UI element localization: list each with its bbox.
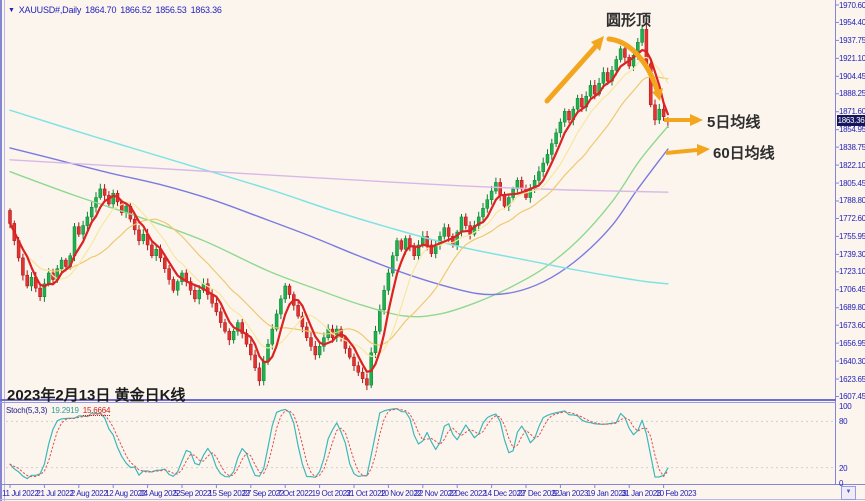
price-axis-label: 1871.60 <box>839 107 865 117</box>
date-axis-label: 19 Oct 2022 <box>311 489 352 498</box>
date-axis-label: 24 Aug 2022 <box>139 489 181 498</box>
date-axis-label: 19 Jan 2023 <box>586 489 627 498</box>
rounded-top-annotation[interactable]: 圆形顶 <box>606 12 652 29</box>
price-axis-label: 1640.30 <box>839 356 865 366</box>
left-frame-line-inner <box>4 0 5 501</box>
ohlc-close: 1863.36 <box>190 5 222 15</box>
ohlc-high: 1866.52 <box>120 5 152 15</box>
chart-header: ▼ XAUUSD#,Daily 1864.70 1866.52 1856.53 … <box>8 5 222 15</box>
price-axis-label: 1854.95 <box>839 125 865 135</box>
date-axis-label: 9 Jan 2023 <box>552 489 588 498</box>
price-axis-label: 1822.10 <box>839 160 865 170</box>
price-axis[interactable]: 1863.36 1970.60 1954.40 1937.75 1921.10 1904… <box>836 0 865 485</box>
date-axis-separator <box>0 484 865 485</box>
price-axis-label: 1689.80 <box>839 303 865 313</box>
price-axis-label: 1788.80 <box>839 196 865 206</box>
date-axis-label: 31 Oct 2022 <box>346 489 386 498</box>
price-axis-label: 1607.45 <box>839 392 865 401</box>
price-axis-label: 1623.65 <box>839 374 865 384</box>
date-axis[interactable]: 11 Jul 2022 21 Jul 2022 2 Aug 2022 12 Aug 2… <box>0 485 865 500</box>
date-axis-label: 14 Dec 2022 <box>483 489 525 498</box>
stoch-k-value: 19.2919 <box>51 406 79 415</box>
date-axis-label: 10 Nov 2022 <box>380 489 422 498</box>
price-axis-label: 1739.30 <box>839 249 865 259</box>
date-axis-label: 10 Feb 2023 <box>655 489 697 498</box>
price-axis-label: 1838.75 <box>839 142 865 152</box>
price-axis-label: 1921.10 <box>839 53 865 63</box>
price-axis-label: 1706.45 <box>839 285 865 295</box>
stoch-scale-label: 100 <box>839 402 852 411</box>
date-axis-label: 2 Aug 2022 <box>70 489 108 498</box>
ma60-annotation[interactable]: 60日均线 <box>713 145 775 162</box>
price-axis-label: 1755.95 <box>839 231 865 241</box>
date-axis-label: 27 Sep 2022 <box>242 489 284 498</box>
ma5-annotation[interactable]: 5日均线 <box>707 114 761 131</box>
price-axis-label: 1904.45 <box>839 71 865 81</box>
price-axis-label: 1888.25 <box>839 89 865 99</box>
stoch-scale-label: 20 <box>839 463 848 473</box>
date-axis-label: 5 Sep 2022 <box>174 489 211 498</box>
price-axis-label: 1673.60 <box>839 320 865 330</box>
date-axis-label: 12 Aug 2022 <box>105 489 146 498</box>
current-price-badge: 1863.36 <box>837 115 865 127</box>
date-axis-label: 7 Oct 2022 <box>277 489 313 498</box>
price-axis-label: 1723.10 <box>839 267 865 277</box>
date-axis-label: 21 Jul 2022 <box>36 489 74 498</box>
ohlc-open: 1864.70 <box>85 5 117 15</box>
indicator-window-separator-inner <box>0 402 836 403</box>
stoch-scale-label: 0 <box>839 479 844 488</box>
price-axis-label: 1805.45 <box>839 178 865 188</box>
price-axis-label: 1772.60 <box>839 213 865 223</box>
left-frame-line <box>0 0 2 501</box>
date-axis-label: 2 Dec 2022 <box>449 489 487 498</box>
price-axis-label: 1937.75 <box>839 35 865 45</box>
date-axis-label: 11 Jul 2022 <box>2 489 39 498</box>
stoch-indicator-header: Stoch(5,3,3) 19.2919 15.6664 <box>6 406 110 416</box>
date-axis-label: 15 Sep 2022 <box>208 489 250 498</box>
price-axis-label: 1970.60 <box>839 0 865 10</box>
date-axis-label: 27 Dec 2022 <box>518 489 559 498</box>
stoch-name: Stoch(5,3,3) <box>6 406 48 415</box>
symbol-timeframe: XAUUSD#,Daily <box>18 5 82 15</box>
bottom-frame-line <box>0 499 865 500</box>
chart-shift-button[interactable]: ▼ <box>841 486 856 500</box>
chart-shift-icon: ▼ <box>845 489 852 495</box>
ohlc-low: 1856.53 <box>155 5 187 15</box>
date-axis-label: 31 Jan 2023 <box>621 489 661 498</box>
date-axis-label: 22 Nov 2022 <box>414 489 456 498</box>
price-axis-separator <box>835 0 836 485</box>
stoch-d-value: 15.6664 <box>82 406 111 416</box>
price-axis-label: 1656.95 <box>839 338 865 348</box>
price-axis-label: 1954.40 <box>839 17 865 27</box>
stoch-scale-label: 80 <box>839 417 848 427</box>
symbol-dropdown-icon[interactable]: ▼ <box>8 6 15 14</box>
date-note-annotation[interactable]: 2023年2月13日 黄金日K线 <box>7 387 186 404</box>
indicator-window-separator[interactable] <box>0 399 836 401</box>
